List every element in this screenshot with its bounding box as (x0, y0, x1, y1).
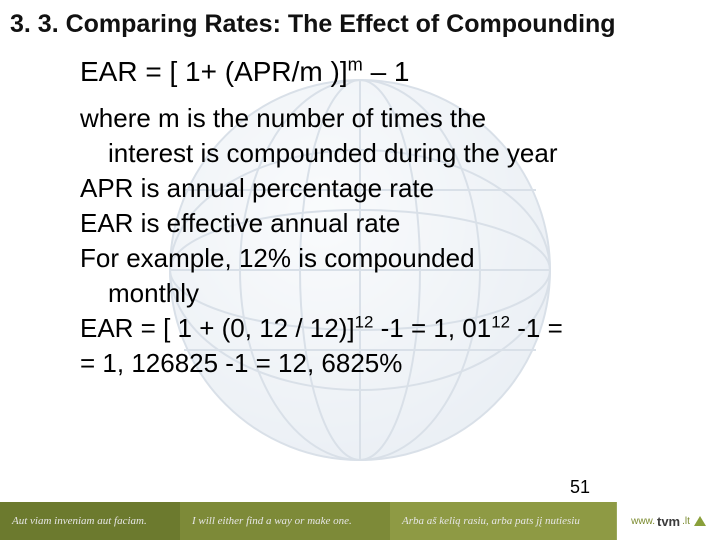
calc-part-a: EAR = [ 1 + (0, 12 / 12)] (80, 313, 355, 343)
logo-main: tvm (657, 514, 680, 529)
formula-prefix: EAR = [ 1+ (APR/m )] (80, 56, 348, 87)
line-example: For example, 12% is compounded (80, 243, 475, 273)
calc-part-c: -1 = (510, 313, 563, 343)
logo-www: www. (631, 516, 655, 527)
line-where-cont: interest is compounded during the year (80, 136, 680, 171)
body-text: where m is the number of times the inter… (80, 101, 680, 382)
footer-quote-lithuanian: Arba aš kelią rasiu, arba pats jį nuties… (390, 502, 616, 540)
slide: 3. 3. Comparing Rates: The Effect of Com… (0, 0, 720, 540)
line-apr: APR is annual percentage rate (80, 173, 434, 203)
footer-quote-english: I will either find a way or make one. (180, 502, 390, 540)
line-ear: EAR is effective annual rate (80, 208, 400, 238)
page-number: 51 (570, 477, 590, 498)
calc-sup-a: 12 (355, 313, 374, 332)
footer-quote-latin: Aut viam inveniam aut faciam. (0, 502, 180, 540)
calc-result: = 1, 126825 -1 = 12, 6825% (80, 348, 402, 378)
logo-tld: .lt (682, 516, 690, 527)
formula-superscript: m (348, 55, 363, 75)
slide-body: EAR = [ 1+ (APR/m )]m – 1 where m is the… (0, 53, 720, 382)
line-where: where m is the number of times the (80, 103, 486, 133)
calc-sup-b: 12 (491, 313, 510, 332)
section-heading: 3. 3. Comparing Rates: The Effect of Com… (0, 0, 720, 53)
line-example-cont: monthly (80, 276, 680, 311)
footer-logo: www. tvm .lt (616, 502, 720, 540)
formula-suffix: – 1 (363, 56, 410, 87)
calc-part-b: -1 = 1, 01 (373, 313, 491, 343)
ear-formula: EAR = [ 1+ (APR/m )]m – 1 (80, 53, 680, 91)
footer-bar: Aut viam inveniam aut faciam. I will eit… (0, 502, 720, 540)
logo-triangle-icon (694, 516, 706, 526)
